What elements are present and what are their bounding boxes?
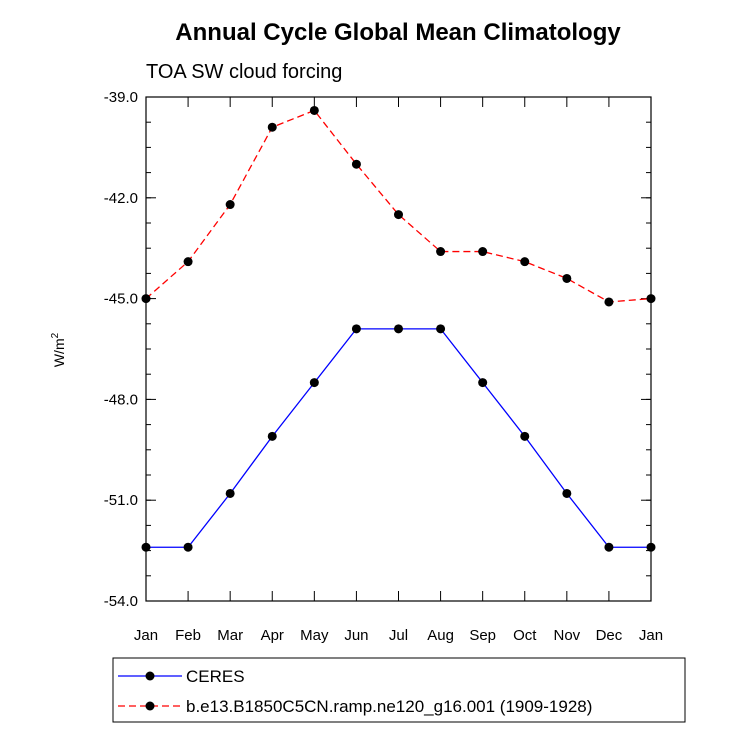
series-0-point (351, 324, 361, 334)
x-tick-label: Jan (134, 627, 158, 644)
series-0-point (309, 378, 319, 388)
x-tick-label: Feb (175, 627, 201, 644)
y-axis-label: W/m2 (50, 332, 67, 367)
series-0-point (520, 431, 530, 441)
series-1-point (183, 257, 193, 267)
legend-entry-1: b.e13.B1850C5CN.ramp.ne120_g16.001 (1909… (118, 697, 592, 716)
series-0-point (141, 542, 151, 552)
series-0-point (267, 431, 277, 441)
series-0-point (604, 542, 614, 552)
series-0-point (562, 488, 572, 498)
series-1-point (436, 247, 446, 257)
y-tick-label: -39.0 (104, 89, 138, 106)
series-layer (141, 105, 656, 552)
x-tick-label: Dec (596, 627, 623, 644)
series-1-point (267, 122, 277, 132)
x-tick-label: Aug (427, 627, 454, 644)
y-tick-label: -45.0 (104, 291, 138, 308)
series-0-point (478, 378, 488, 388)
legend-marker-1 (145, 701, 155, 711)
x-tick-label: May (300, 627, 329, 644)
series-1-point (351, 159, 361, 169)
series-1-point (225, 200, 235, 210)
series-1-point (604, 297, 614, 307)
series-0-point (183, 542, 193, 552)
series-1-point (646, 294, 656, 304)
series-0-point (436, 324, 446, 334)
legend-label-0: CERES (186, 667, 245, 686)
x-tick-label: Jul (389, 627, 408, 644)
series-0-point (225, 488, 235, 498)
axis-ticks (145, 96, 652, 602)
legend-entry-0: CERES (118, 667, 245, 686)
series-0-point (646, 542, 656, 552)
series-0-point (394, 324, 403, 334)
y-tick-label: -42.0 (104, 190, 138, 207)
series-1-point (141, 294, 151, 304)
legend-marker-0 (145, 671, 155, 681)
series-1-point (478, 247, 488, 257)
y-axis-label-superscript: 2 (50, 332, 61, 338)
series-line-1 (145, 109, 652, 303)
x-tick-label: Nov (553, 627, 580, 644)
x-tick-label: Sep (469, 627, 496, 644)
chart-subtitle: TOA SW cloud forcing (146, 61, 342, 83)
y-tick-label: -51.0 (104, 492, 138, 509)
series-1-point (520, 257, 530, 267)
y-tick-label: -48.0 (104, 391, 138, 408)
y-tick-label: -54.0 (104, 593, 138, 610)
x-tick-label: Apr (261, 627, 284, 644)
x-tick-label: Mar (217, 627, 243, 644)
legend-box (112, 657, 686, 723)
y-axis-label-text: W/m (51, 338, 67, 367)
plot-area (145, 96, 652, 602)
series-1-point (394, 210, 403, 220)
series-line-0 (146, 328, 651, 548)
legend-label-1: b.e13.B1850C5CN.ramp.ne120_g16.001 (1909… (186, 697, 592, 716)
chart-title: Annual Cycle Global Mean Climatology (175, 19, 621, 46)
legend: CERES b.e13.B1850C5CN.ramp.ne120_g16.001… (112, 657, 686, 723)
x-tick-labels: Jan Feb Mar Apr May Jun Jul Aug Sep Oct Nov Dec Jan (134, 627, 663, 644)
series-1-point (562, 273, 572, 283)
plot-frame (145, 96, 652, 602)
x-tick-label: Oct (513, 627, 537, 644)
y-tick-labels: -39.0 -42.0 -45.0 -48.0 -51.0 -54.0 (104, 89, 138, 610)
x-tick-label: Jun (344, 627, 368, 644)
series-1-point (309, 105, 319, 115)
x-tick-label: Jan (639, 627, 663, 644)
